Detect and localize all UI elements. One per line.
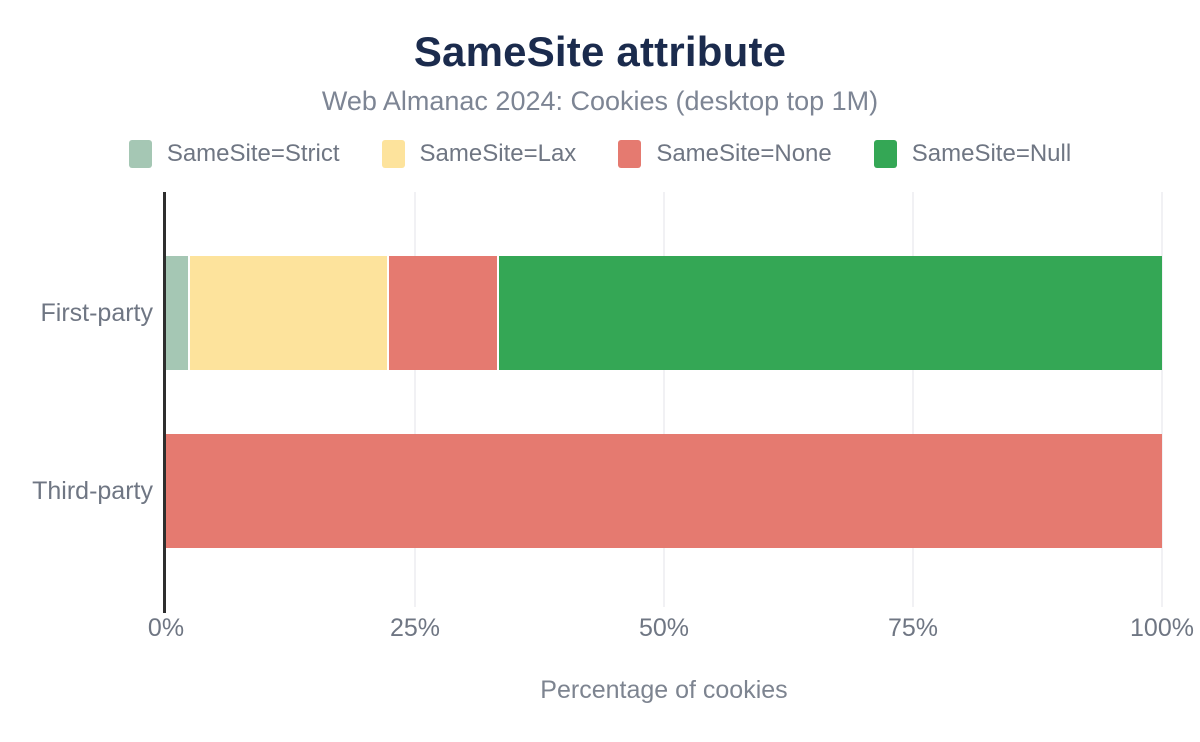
x-tick-label-25: 25% [389, 614, 441, 642]
gridline-75 [912, 192, 914, 607]
bar-row-first-party [166, 256, 1162, 370]
bar-row-third-party [166, 434, 1162, 548]
legend-item-3: SameSite=Null [873, 140, 1072, 168]
gridline-25 [414, 192, 416, 607]
chart-subtitle: Web Almanac 2024: Cookies (desktop top 1… [321, 86, 879, 116]
legend-item-0: SameSite=Strict [128, 140, 340, 168]
legend-swatch-icon [128, 140, 152, 168]
legend-item-1: SameSite=Lax [381, 140, 577, 168]
legend-swatch-icon [618, 140, 642, 168]
legend-label: SameSite=Strict [166, 140, 340, 167]
bar-segment-samesite-strict[interactable] [166, 256, 188, 370]
legend-item-2: SameSite=None [618, 140, 832, 168]
bar-segment-samesite-none[interactable] [387, 256, 497, 370]
y-axis-label-third-party: Third-party [32, 477, 153, 505]
y-axis-label-first-party: First-party [40, 299, 154, 327]
x-tick-label-75: 75% [887, 614, 939, 642]
bar-segment-samesite-null[interactable] [496, 256, 1162, 370]
legend: SameSite=Strict SameSite=Lax SameSite=None… [0, 140, 1200, 168]
y-axis-line [163, 192, 166, 613]
bar-segment-samesite-lax[interactable] [187, 256, 388, 370]
gridline-100 [1161, 192, 1163, 607]
x-tick-label-50: 50% [638, 614, 690, 642]
x-axis-title: Percentage of cookies [540, 676, 788, 704]
legend-label: SameSite=Null [911, 140, 1072, 167]
x-tick-label-100: 100% [1130, 614, 1194, 642]
legend-label: SameSite=Lax [419, 140, 577, 167]
gridline-50 [663, 192, 665, 607]
bar-segment-samesite-none[interactable] [166, 434, 1162, 548]
chart-title: SameSite attribute [413, 28, 787, 75]
legend-swatch-icon [873, 140, 897, 168]
legend-swatch-icon [381, 140, 405, 168]
legend-label: SameSite=None [656, 140, 832, 167]
x-tick-label-0: 0% [147, 614, 185, 642]
